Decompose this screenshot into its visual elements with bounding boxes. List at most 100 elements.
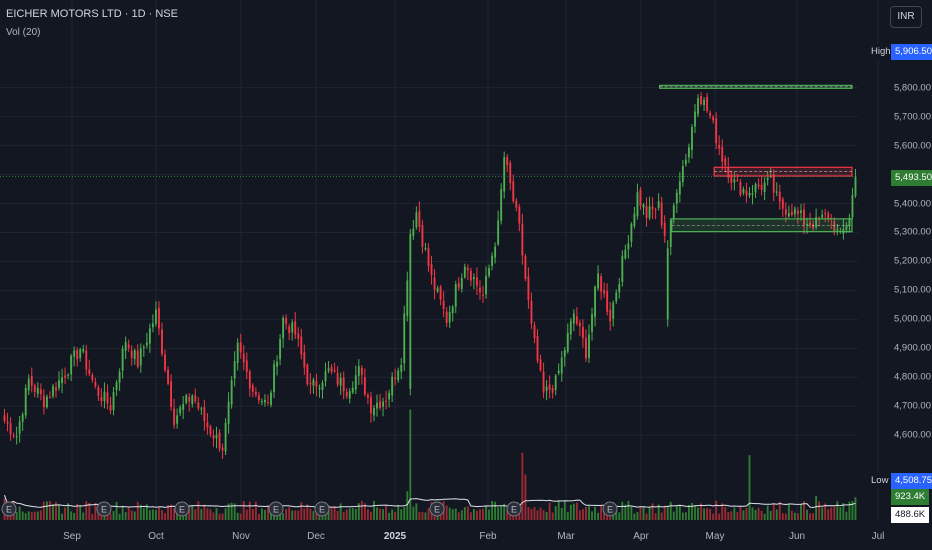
x-tick-label: Sep — [63, 531, 81, 542]
volume-bar — [775, 509, 778, 520]
candle — [52, 383, 54, 399]
volume-bar — [787, 504, 790, 520]
candle — [624, 244, 627, 260]
candle — [233, 351, 236, 387]
volume-bar — [300, 502, 303, 520]
volume-bar — [267, 505, 269, 520]
volume-bar — [448, 507, 451, 520]
volume-bar — [684, 512, 687, 520]
volume-bar — [818, 501, 821, 520]
candle — [672, 202, 675, 224]
volume-bar — [145, 504, 148, 520]
volume-bar — [133, 511, 136, 520]
candle — [342, 371, 345, 400]
candle — [215, 426, 218, 449]
y-tick-label: 4,700.00 — [894, 400, 931, 412]
candle — [824, 208, 827, 223]
candle — [657, 193, 660, 211]
candle — [809, 212, 811, 229]
volume-bar — [691, 502, 693, 520]
volume-bar — [627, 500, 630, 520]
candle — [267, 394, 269, 406]
volume-bar — [754, 509, 757, 520]
candle — [476, 267, 478, 295]
volume-bar — [830, 507, 833, 520]
volume-bar — [542, 510, 545, 520]
earnings-icon: E — [174, 501, 190, 517]
candle — [781, 196, 784, 217]
volume-bar — [170, 504, 173, 520]
volume-bar — [333, 505, 336, 520]
candle — [354, 365, 357, 394]
candle — [333, 362, 336, 373]
volume-bar — [58, 504, 60, 520]
candle — [469, 267, 472, 287]
volume-bar — [418, 512, 421, 520]
candle — [636, 183, 639, 220]
candle — [167, 366, 169, 386]
earnings-icon: E — [602, 501, 618, 517]
candle — [170, 374, 173, 411]
volume-bar — [476, 510, 478, 520]
volume-bar — [845, 511, 848, 520]
candle — [642, 203, 645, 215]
volume-bar — [454, 508, 457, 520]
candle — [158, 301, 160, 336]
candle — [145, 332, 148, 349]
candle — [49, 391, 51, 399]
x-tick-label: Oct — [148, 531, 164, 542]
candle — [79, 347, 82, 362]
x-tick-label: Feb — [479, 531, 497, 542]
candle — [715, 112, 718, 150]
candle — [457, 277, 460, 291]
candle — [551, 384, 554, 399]
currency-button[interactable]: INR — [890, 6, 922, 28]
candle — [500, 183, 503, 225]
volume-bar — [488, 509, 490, 520]
candle — [45, 394, 48, 409]
volume-bar — [94, 502, 97, 520]
candle — [161, 322, 163, 357]
candle — [594, 285, 596, 327]
volume-bar — [572, 503, 575, 520]
candle — [315, 373, 318, 397]
volume-bar — [224, 508, 227, 520]
candle — [812, 220, 815, 231]
candle — [64, 367, 67, 385]
volume-bar — [463, 507, 466, 520]
volume-bar — [209, 509, 212, 520]
candle — [506, 154, 509, 173]
candle — [397, 367, 400, 383]
volume-bar — [554, 506, 557, 520]
volume-bar — [251, 508, 254, 520]
volume-bar — [33, 511, 36, 520]
candle — [606, 283, 609, 316]
volume-bar — [824, 503, 827, 520]
volume-bar — [479, 509, 481, 520]
volume-bar — [257, 513, 260, 520]
candle — [264, 394, 266, 407]
y-tick-label: 5,800.00 — [894, 82, 931, 94]
candle — [306, 363, 309, 387]
volume-bar — [848, 501, 851, 520]
candle — [379, 393, 381, 411]
volume-bar — [6, 513, 9, 520]
volume-bar — [588, 506, 590, 520]
volume-bar — [242, 500, 245, 520]
volume-bar — [851, 501, 854, 520]
x-tick-label: Apr — [633, 531, 649, 542]
volume-bar — [778, 501, 781, 520]
volume-bar — [130, 510, 133, 520]
volume-bar — [221, 513, 224, 520]
volume-bar — [757, 507, 760, 520]
volume-bar — [566, 511, 569, 520]
candle — [778, 184, 781, 210]
volume-bar — [648, 507, 651, 520]
candle — [70, 353, 73, 382]
low-value-tag: 4,508.75 — [891, 473, 932, 489]
volume-bar — [784, 513, 787, 520]
candle — [684, 153, 687, 167]
volume-bar — [660, 512, 663, 520]
candle — [660, 196, 663, 229]
